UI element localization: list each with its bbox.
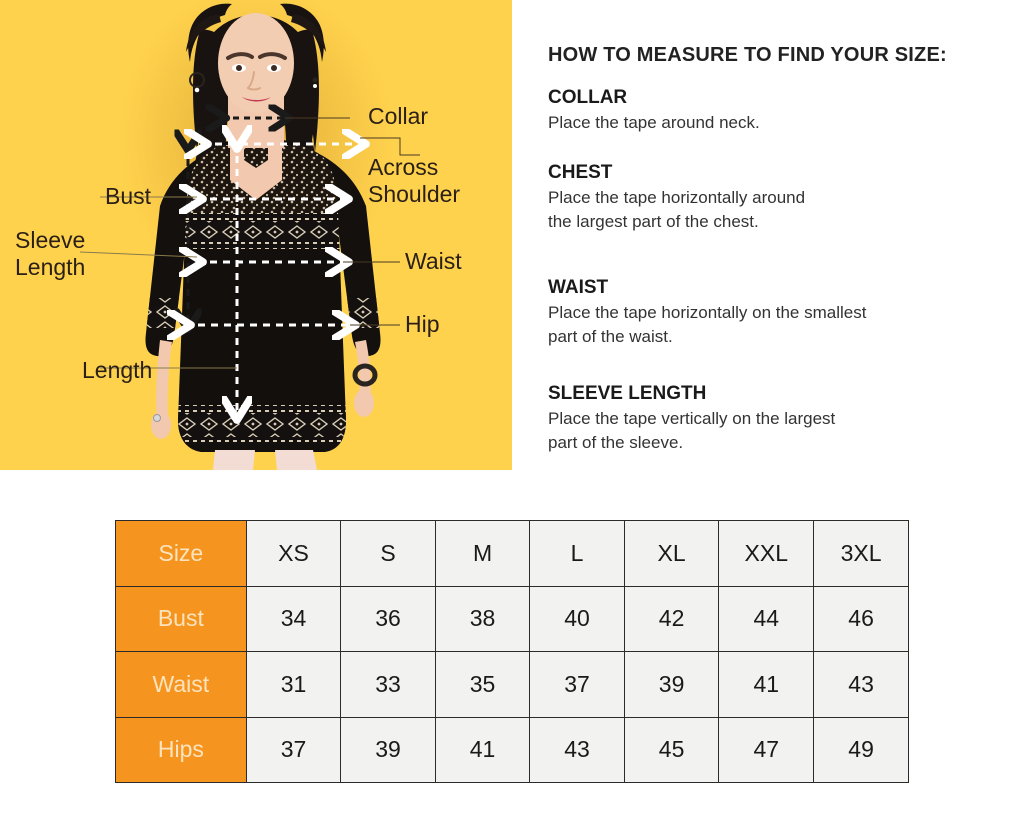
- svg-text:Bust: Bust: [105, 183, 152, 209]
- svg-text:Sleeve: Sleeve: [15, 227, 85, 253]
- svg-text:Hip: Hip: [405, 311, 440, 337]
- svg-text:Across: Across: [368, 154, 438, 180]
- svg-text:Length: Length: [82, 357, 152, 383]
- svg-text:Length: Length: [15, 254, 85, 280]
- svg-text:Waist: Waist: [405, 248, 462, 274]
- svg-text:Collar: Collar: [368, 103, 428, 129]
- svg-text:Shoulder: Shoulder: [368, 181, 460, 207]
